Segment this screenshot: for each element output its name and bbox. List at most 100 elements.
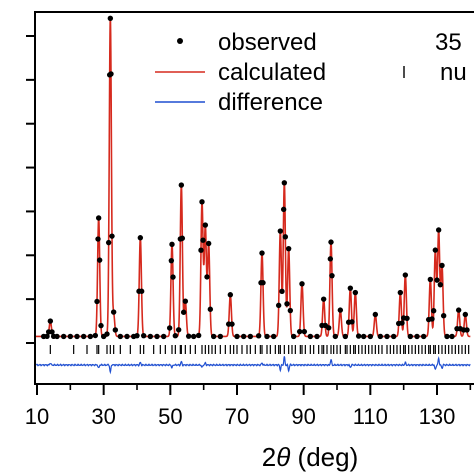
observed-point	[138, 288, 145, 294]
observed-point	[47, 318, 54, 324]
observed-point	[87, 333, 94, 340]
observed-point	[169, 241, 175, 248]
observed-point	[342, 333, 349, 340]
legend-observed-marker	[177, 38, 183, 44]
observed-point	[397, 289, 404, 296]
legend: observed calculated difference 35 nu	[155, 29, 467, 116]
observed-point	[296, 328, 303, 335]
x-axis-title-suffix: (deg)	[290, 442, 358, 472]
observed-point	[95, 236, 101, 242]
observed-point	[92, 332, 99, 339]
x-ticks	[36, 384, 472, 395]
difference-series-line	[35, 355, 471, 375]
observed-point	[202, 222, 209, 228]
reflection-markers	[49, 345, 470, 354]
observed-point	[44, 333, 50, 340]
observed-point	[175, 327, 182, 333]
observed-point	[332, 333, 339, 340]
observed-point	[49, 329, 55, 335]
observed-point	[190, 333, 197, 340]
observed-point	[290, 333, 297, 340]
observed-point	[205, 240, 212, 247]
observed-point	[270, 333, 277, 340]
observed-point	[166, 325, 173, 331]
observed-point	[420, 333, 427, 340]
observed-point	[314, 333, 320, 340]
observed-point	[307, 333, 314, 340]
observed-point	[281, 180, 288, 186]
observed-point	[390, 333, 397, 340]
observed-point	[94, 298, 100, 305]
observed-point	[137, 235, 144, 241]
plot-frame	[34, 11, 474, 385]
observed-point	[105, 239, 112, 246]
legend-observed-label: observed	[218, 29, 317, 56]
observed-point	[54, 333, 60, 340]
observed-point	[414, 333, 420, 340]
observed-point	[320, 296, 327, 302]
observed-point	[404, 315, 410, 322]
observed-point	[327, 256, 334, 262]
observed-point	[154, 333, 160, 340]
observed-point	[349, 319, 355, 325]
x-tick-label: 130	[419, 404, 456, 429]
x-tick-label: 50	[158, 404, 182, 429]
observed-point	[204, 274, 210, 280]
observed-point	[280, 206, 287, 213]
observed-point	[74, 333, 80, 340]
observed-point	[435, 227, 442, 233]
observed-point	[279, 288, 285, 295]
observed-point	[207, 306, 214, 312]
observed-point	[355, 333, 362, 339]
x-axis-title-symbol: θ	[276, 442, 290, 472]
observed-point	[124, 333, 130, 340]
observed-point	[299, 281, 305, 287]
observed-point	[199, 199, 205, 205]
observed-point	[80, 333, 87, 340]
legend-calculated-label: calculated	[218, 59, 326, 86]
observed-point	[178, 182, 185, 188]
observed-point	[147, 333, 154, 340]
x-tick-label: 110	[353, 404, 388, 429]
observed-point	[337, 307, 344, 313]
x-tick-labels: 10 30 50 70 90 110 130	[25, 404, 456, 429]
observed-series	[40, 15, 470, 340]
observed-point	[347, 285, 354, 291]
observed-point	[372, 311, 379, 318]
x-tick-label: 90	[291, 404, 315, 429]
observed-point	[462, 311, 469, 318]
observed-point	[360, 333, 367, 340]
observed-point	[160, 333, 167, 340]
observed-point	[377, 333, 384, 340]
observed-point	[432, 247, 439, 253]
observed-point	[439, 262, 445, 269]
observed-point	[464, 327, 470, 333]
observed-point	[287, 307, 294, 314]
observed-point	[440, 313, 447, 319]
observed-point	[449, 333, 455, 340]
observed-point	[185, 333, 192, 339]
observed-point	[168, 257, 175, 264]
observed-point	[407, 333, 414, 340]
observed-point	[134, 332, 140, 339]
observed-point	[60, 333, 67, 340]
x-axis-title-prefix: 2	[262, 442, 276, 472]
observed-point	[98, 322, 104, 329]
observed-point	[437, 281, 444, 288]
observed-point	[284, 301, 290, 307]
observed-point	[277, 228, 284, 234]
x-axis-title: 2θ (deg)	[262, 442, 359, 472]
observed-point	[195, 332, 202, 339]
observed-point	[240, 333, 247, 340]
calculated-series-line	[36, 18, 471, 338]
observed-point	[198, 247, 204, 253]
observed-point	[399, 320, 405, 326]
observed-point	[180, 309, 187, 315]
observed-point	[108, 71, 114, 77]
observed-point	[109, 233, 115, 239]
observed-point	[110, 309, 117, 315]
observed-point	[107, 15, 114, 21]
observed-point	[260, 280, 266, 286]
observed-point	[229, 321, 235, 327]
legend-extra-reflections-text: nu	[440, 59, 467, 86]
